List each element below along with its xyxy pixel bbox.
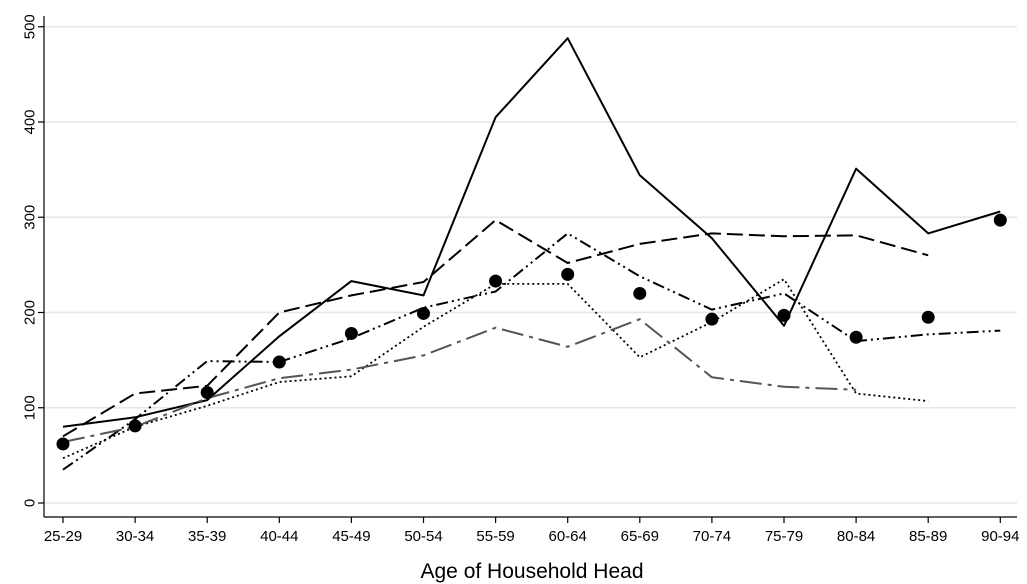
series-6-marker-70-74	[705, 312, 719, 326]
series-6-marker-90-94	[993, 213, 1007, 227]
tick-labels: 0 100 200 300 400 500 25-29 30-34 35-39 40-44 45-4…	[22, 14, 1020, 545]
markers-group	[56, 213, 1007, 451]
series-6-marker-35-39	[200, 386, 214, 400]
series-4-line	[62, 278, 929, 460]
axes	[38, 16, 1017, 523]
series-6-marker-65-69	[633, 286, 647, 300]
x-tick-label-45-49: 45-49	[332, 528, 370, 545]
x-tick-label-55-59: 55-59	[476, 528, 514, 545]
series-6-marker-50-54	[417, 306, 430, 320]
y-tick-label-400: 400	[22, 109, 39, 134]
x-tick-label-60-64: 60-64	[549, 528, 587, 545]
series-6-marker-75-79	[777, 308, 791, 322]
x-tick-label-65-69: 65-69	[621, 528, 659, 545]
x-tick-label-80-84: 80-84	[837, 528, 875, 545]
y-tick-label-500: 500	[22, 14, 39, 39]
x-tick-label-75-79: 75-79	[765, 528, 803, 545]
y-tick-label-200: 200	[22, 300, 39, 325]
series-6-marker-45-49	[344, 326, 358, 340]
x-tick-label-85-89: 85-89	[909, 528, 947, 545]
x-axis-title: Age of Household Head	[421, 560, 644, 583]
series-6-marker-60-64	[561, 267, 575, 281]
series-5-line	[62, 318, 857, 443]
gridlines	[44, 25, 1017, 504]
series-6-marker-55-59	[489, 274, 503, 288]
x-tick-label-35-39: 35-39	[188, 528, 226, 545]
series-1-line	[62, 37, 1001, 428]
series-2-line	[62, 219, 929, 438]
x-tick-label-90-94: 90-94	[981, 528, 1019, 545]
x-tick-label-40-44: 40-44	[260, 528, 298, 545]
series-6-marker-30-34	[128, 419, 142, 433]
y-tick-label-0: 0	[22, 499, 39, 507]
x-tick-label-30-34: 30-34	[116, 528, 154, 545]
series-group	[62, 37, 1001, 471]
x-tick-label-25-29: 25-29	[44, 528, 82, 545]
series-3-line	[62, 232, 1001, 471]
series-6-marker-25-29	[56, 437, 70, 451]
y-tick-label-300: 300	[22, 205, 39, 230]
series-6-marker-40-44	[272, 355, 286, 369]
series-6-marker-80-84	[849, 330, 863, 344]
x-tick-label-50-54: 50-54	[404, 528, 442, 545]
series-6-marker-85-89	[921, 310, 935, 324]
x-tick-label-70-74: 70-74	[693, 528, 731, 545]
y-tick-label-100: 100	[22, 395, 39, 420]
